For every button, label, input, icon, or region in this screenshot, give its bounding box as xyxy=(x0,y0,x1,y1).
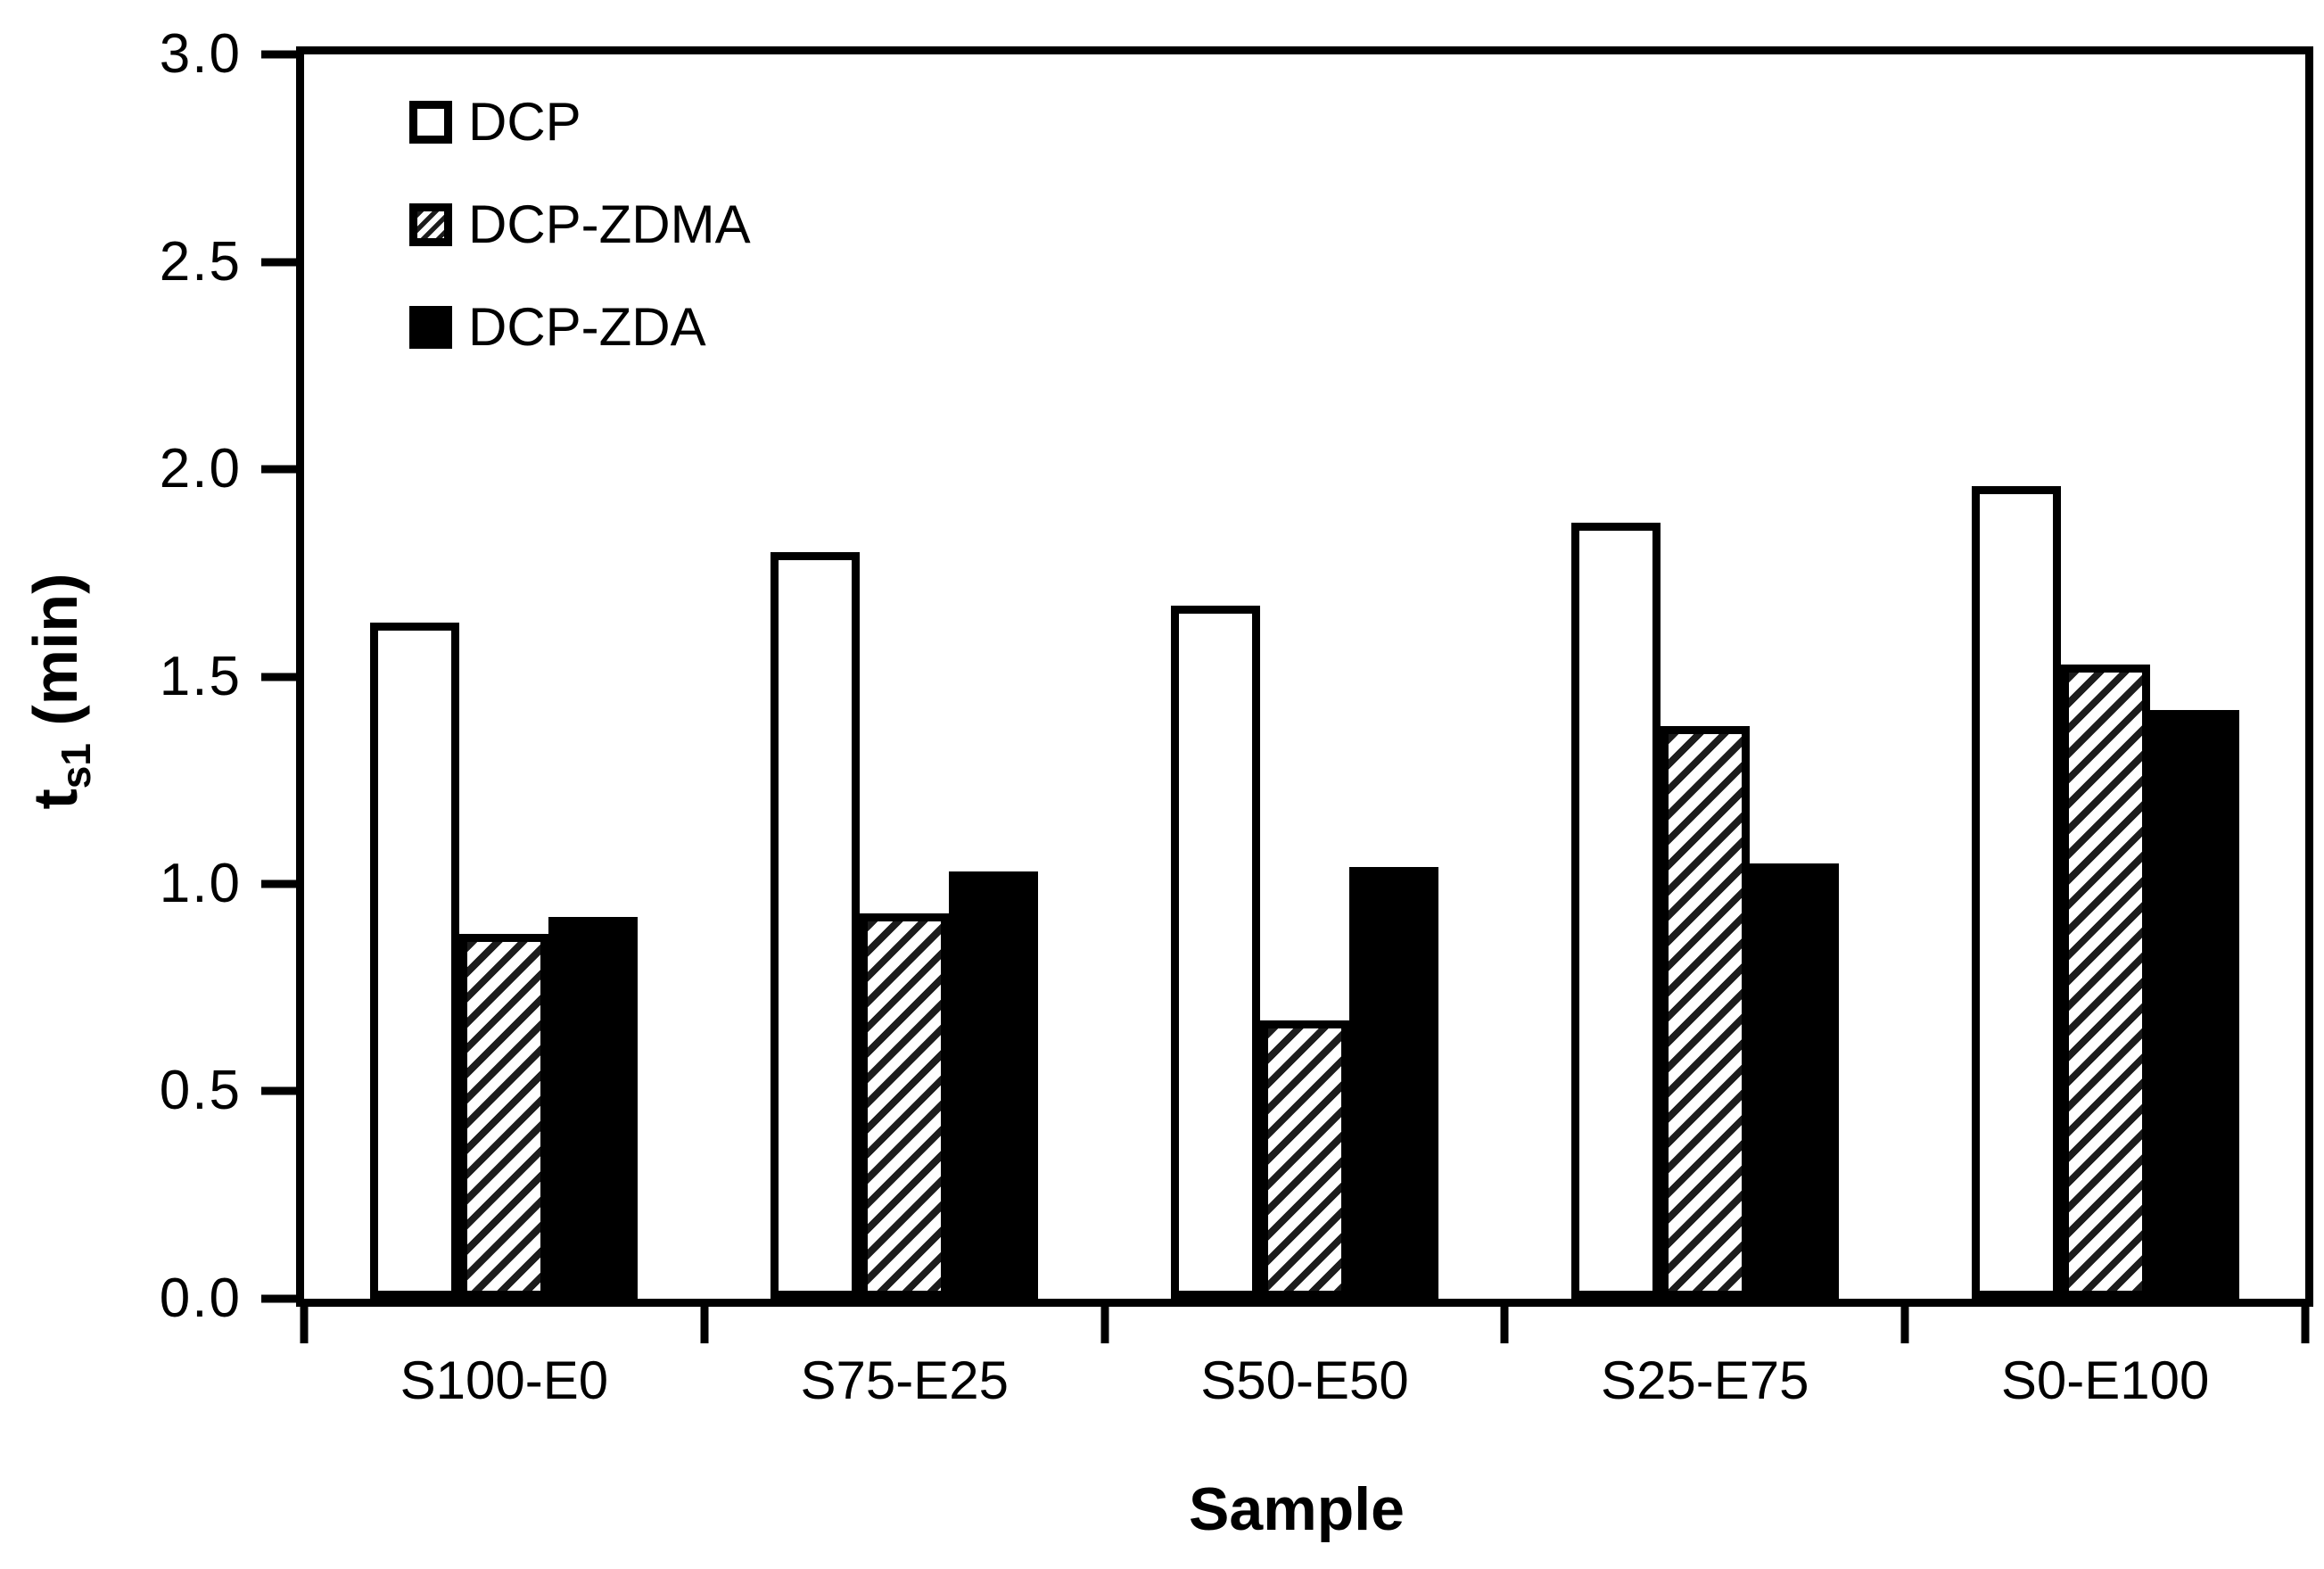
y-tick-mark xyxy=(261,258,296,266)
x-tick-mark xyxy=(1500,1307,1509,1343)
legend-swatch-black-icon xyxy=(409,306,452,349)
x-tick-mark xyxy=(1900,1307,1909,1343)
legend-label: DCP-ZDA xyxy=(468,297,706,357)
x-axis-title: Sample xyxy=(1189,1475,1405,1543)
y-tick-mark xyxy=(261,50,296,59)
bar-dcp-zda-s75-e25 xyxy=(949,871,1039,1299)
y-tick-mark xyxy=(261,879,296,888)
y-tick-label: 1.0 xyxy=(159,853,242,914)
legend-swatch-hatch-icon xyxy=(409,203,452,246)
x-category-label: S50-E50 xyxy=(1200,1350,1409,1410)
bar-dcp-zdma-s50-e50 xyxy=(1259,1020,1349,1299)
y-tick-label: 0.5 xyxy=(159,1060,242,1122)
y-tick-mark xyxy=(261,673,296,681)
bar-group-s0-e100 xyxy=(1905,54,2305,1299)
legend-item-dcp-zdma: DCP-ZDMA xyxy=(409,198,751,252)
x-category-label: S100-E0 xyxy=(400,1350,609,1410)
bar-dcp-zda-s0-e100 xyxy=(2149,709,2239,1299)
x-category-label: S75-E25 xyxy=(800,1350,1009,1410)
y-axis-title: ts1 (min) xyxy=(21,573,99,810)
bar-dcp-s100-e0 xyxy=(370,623,460,1299)
bar-group-s100-e0 xyxy=(304,54,705,1299)
bar-dcp-zdma-s0-e100 xyxy=(2060,664,2150,1299)
x-category-label: S0-E100 xyxy=(2000,1350,2210,1410)
y-tick-label: 2.0 xyxy=(159,437,242,500)
bar-group-s75-e25 xyxy=(705,54,1105,1299)
bar-dcp-s75-e25 xyxy=(771,552,861,1299)
bar-group-s25-e75 xyxy=(1504,54,1905,1299)
y-tick-mark xyxy=(261,1294,296,1303)
bar-dcp-s0-e100 xyxy=(1971,485,2061,1299)
y-tick-label: 1.5 xyxy=(159,645,242,707)
bar-dcp-s50-e50 xyxy=(1170,606,1260,1299)
plot-inner: 3.0 2.5 2.0 1.5 1.0 0.5 0.0 S100-E0 S75-… xyxy=(160,27,2310,1408)
y-tick-mark xyxy=(261,1086,296,1095)
x-tick-mark xyxy=(2301,1307,2310,1343)
bar-dcp-zdma-s100-e0 xyxy=(459,933,549,1299)
legend-label: DCP xyxy=(468,92,581,152)
bar-dcp-zdma-s25-e75 xyxy=(1660,726,1750,1299)
y-tick-mark xyxy=(261,465,296,474)
legend: DCP DCP-ZDMA DCP-ZDA xyxy=(409,95,751,354)
plot-area: 3.0 2.5 2.0 1.5 1.0 0.5 0.0 S100-E0 S75-… xyxy=(160,27,2313,1408)
bar-dcp-zda-s25-e75 xyxy=(1749,863,1839,1299)
bar-dcp-zda-s100-e0 xyxy=(548,917,639,1299)
x-tick-mark xyxy=(1100,1307,1109,1343)
y-tick-label: 2.5 xyxy=(159,230,242,293)
bar-dcp-zdma-s75-e25 xyxy=(860,912,950,1299)
bar-dcp-s25-e75 xyxy=(1570,523,1661,1299)
legend-swatch-white-icon xyxy=(409,101,452,144)
legend-item-dcp: DCP xyxy=(409,95,751,149)
bar-group-s50-e50 xyxy=(1105,54,1505,1299)
bar-dcp-zda-s50-e50 xyxy=(1348,867,1438,1299)
legend-label: DCP-ZDMA xyxy=(468,194,751,254)
legend-item-dcp-zda: DCP-ZDA xyxy=(409,301,751,354)
y-tick-label: 0.0 xyxy=(159,1268,242,1329)
x-tick-mark xyxy=(300,1307,309,1343)
x-category-label: S25-E75 xyxy=(1601,1350,1809,1410)
x-tick-mark xyxy=(700,1307,709,1343)
y-tick-label: 3.0 xyxy=(159,23,242,85)
